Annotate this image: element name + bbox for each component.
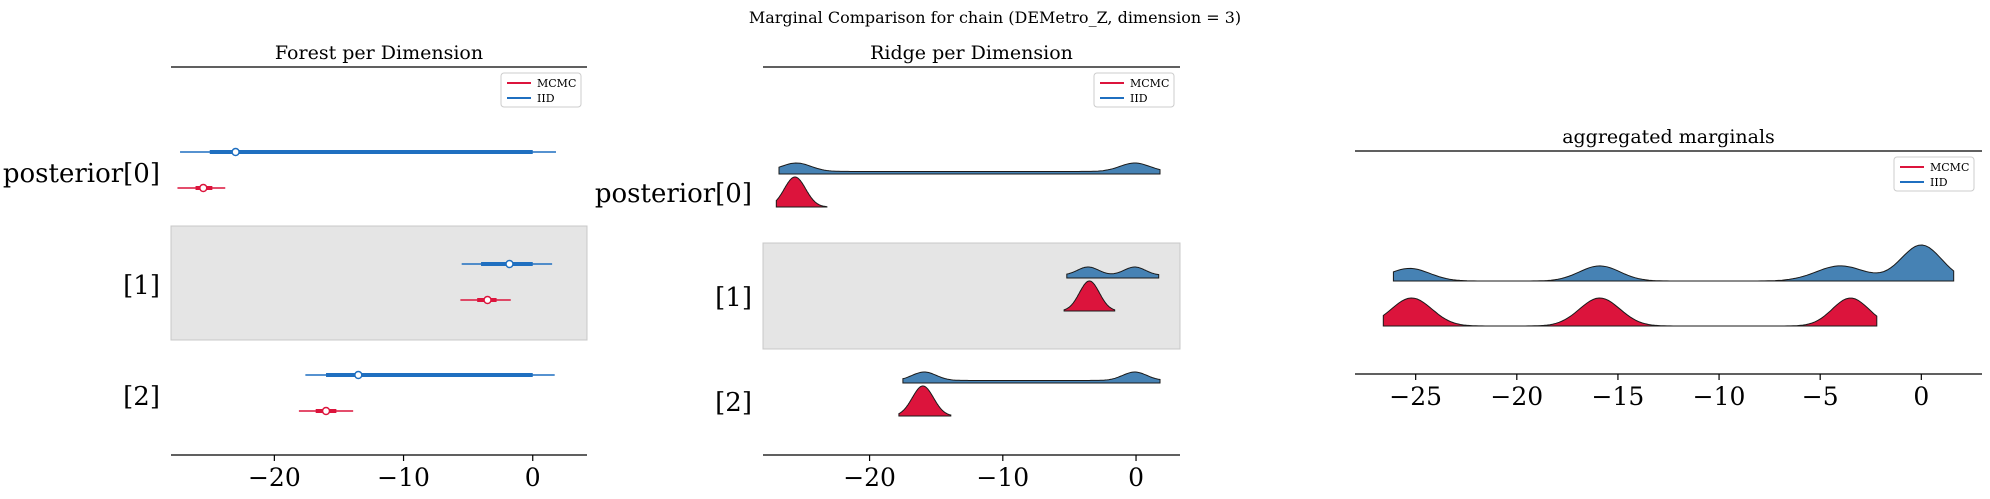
legend-label: MCMC — [1130, 77, 1169, 90]
panel-title: aggregated marginals — [1562, 126, 1775, 148]
row-band — [170, 225, 588, 341]
panel-3: aggregated marginals −25 −20 −15 −10 −5 0 MCMC I… — [1355, 126, 1982, 411]
legend: MCMC IID — [1093, 72, 1175, 108]
median-point — [199, 183, 208, 193]
ridge-mcmc-density — [775, 176, 828, 208]
ridge-mcmc-density — [1382, 297, 1878, 327]
ridge-mcmc-density — [1063, 280, 1116, 312]
median-point — [505, 259, 514, 269]
x-tick-label: −10 — [1693, 382, 1746, 411]
figure-title: Marginal Comparison for chain (DEMetro_Z… — [749, 8, 1241, 27]
forest-mcmc-interval — [177, 183, 226, 193]
forest-mcmc-interval — [298, 406, 354, 416]
forest-iid-interval — [305, 370, 555, 380]
median-point — [231, 147, 240, 157]
row-label: [1] — [715, 283, 752, 313]
legend: MCMC IID — [500, 72, 582, 108]
row-label: posterior[0] — [595, 179, 752, 209]
row-label: [2] — [123, 382, 160, 412]
ridge-iid-density — [778, 162, 1161, 175]
ridge-iid-density — [902, 371, 1161, 384]
legend-label: MCMC — [1930, 161, 1969, 174]
x-tick-label: 0 — [1913, 382, 1929, 411]
legend-label: IID — [1930, 176, 1948, 189]
ridge-mcmc-density — [898, 385, 952, 417]
x-tick-label: −10 — [377, 463, 430, 492]
x-tick-label: −5 — [1802, 382, 1839, 411]
row-label: posterior[0] — [3, 159, 160, 189]
median-point — [483, 295, 492, 305]
panel-title: Ridge per Dimension — [870, 42, 1073, 64]
x-tick-label: −25 — [1389, 382, 1442, 411]
ridge-iid-density — [1066, 266, 1160, 279]
legend-label: IID — [537, 92, 555, 105]
panel-2: Ridge per Dimension −20 −10 0 posterior[0] [1… — [595, 42, 1181, 492]
legend-label: MCMC — [537, 77, 576, 90]
median-point — [354, 370, 363, 380]
forest-iid-interval — [461, 259, 553, 269]
x-tick-label: −20 — [1490, 382, 1543, 411]
legend-label: IID — [1130, 92, 1148, 105]
row-label: [2] — [715, 388, 752, 418]
x-tick-label: −20 — [248, 463, 301, 492]
row-band — [762, 242, 1181, 350]
x-tick-label: 0 — [1128, 463, 1144, 492]
x-tick-label: −20 — [843, 463, 896, 492]
x-tick-label: −10 — [976, 463, 1029, 492]
forest-iid-interval — [180, 147, 556, 157]
legend: MCMC IID — [1893, 156, 1975, 192]
forest-mcmc-interval — [460, 295, 511, 305]
median-point — [321, 406, 331, 416]
x-tick-label: 0 — [525, 463, 541, 492]
panel-title: Forest per Dimension — [275, 42, 483, 64]
row-label: [1] — [123, 271, 160, 301]
panel-1: Forest per Dimension −20 −10 0 posterior[0] [… — [3, 42, 588, 492]
ridge-iid-density — [1392, 244, 1955, 282]
x-tick-label: −15 — [1592, 382, 1645, 411]
